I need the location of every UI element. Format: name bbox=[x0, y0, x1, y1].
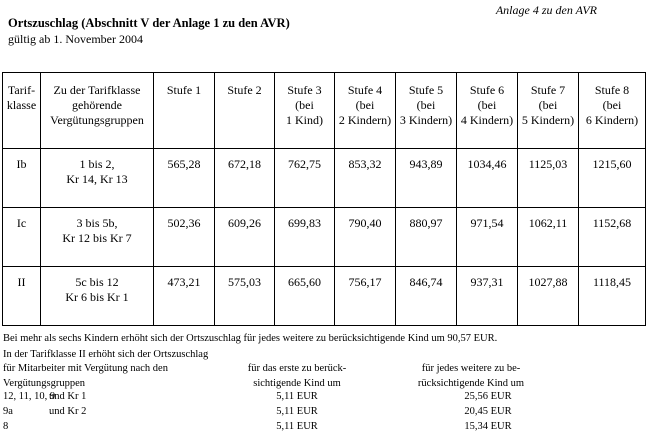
value-cell: 943,89 bbox=[395, 148, 457, 208]
col-header-stufe-5: Stufe 5 (bei 3 Kindern) bbox=[395, 72, 457, 149]
kr-label: und Kr 2 bbox=[49, 406, 87, 417]
value-cell: 762,75 bbox=[274, 148, 335, 208]
footnote-tarifklasse-ii: In der Tarifklasse II erhöht sich der Or… bbox=[3, 349, 209, 360]
verguetungsgruppen-cell: 1 bis 2, Kr 14, Kr 13 bbox=[40, 148, 154, 208]
col-header-tarifklasse: Tarif- klasse bbox=[2, 72, 41, 149]
further-child-amount: 20,45 EUR bbox=[464, 406, 512, 417]
value-cell: 853,32 bbox=[334, 148, 396, 208]
verguetungsgruppe-label: 9a bbox=[3, 406, 13, 417]
value-cell: 971,54 bbox=[456, 207, 518, 267]
value-cell: 575,03 bbox=[214, 266, 275, 326]
verguetungsgruppe-label: 8 bbox=[3, 421, 9, 432]
footnote-col-header-first-child: für das erste zu berück- sichtigende Kin… bbox=[247, 363, 347, 389]
first-child-amount: 5,11 EUR bbox=[276, 391, 318, 402]
tarifklasse-cell: Ic bbox=[2, 207, 41, 267]
table-row-ii: II 5c bis 12 Kr 6 bis Kr 1 473,21 575,03… bbox=[2, 266, 646, 326]
value-cell: 1152,68 bbox=[578, 207, 646, 267]
table-row-ib: Ib 1 bis 2, Kr 14, Kr 13 565,28 672,18 7… bbox=[2, 148, 646, 208]
value-cell: 665,60 bbox=[274, 266, 335, 326]
value-cell: 1062,11 bbox=[517, 207, 579, 267]
first-child-amount: 5,11 EUR bbox=[276, 406, 318, 417]
col-header-stufe-1: Stufe 1 bbox=[153, 72, 215, 149]
value-cell: 880,97 bbox=[395, 207, 457, 267]
col-header-stufe-2: Stufe 2 bbox=[214, 72, 275, 149]
further-child-amount: 25,56 EUR bbox=[464, 391, 512, 402]
verguetungsgruppen-cell: 5c bis 12 Kr 6 bis Kr 1 bbox=[40, 266, 154, 326]
footnote-row: 12, 11, 10, 9und Kr 1 bbox=[3, 389, 86, 404]
value-cell: 672,18 bbox=[214, 148, 275, 208]
col-header-stufe-3: Stufe 3 (bei 1 Kind) bbox=[274, 72, 335, 149]
footnote-row: 9a und Kr 2 bbox=[3, 404, 86, 419]
footnote-row: 8 bbox=[3, 419, 49, 434]
footnote-col-header-groups: für Mitarbeiter mit Vergütung nach den V… bbox=[3, 363, 168, 389]
value-cell: 1125,03 bbox=[517, 148, 579, 208]
value-cell: 502,36 bbox=[153, 207, 215, 267]
tarifklasse-cell: Ib bbox=[2, 148, 41, 208]
value-cell: 699,83 bbox=[274, 207, 335, 267]
first-child-amount: 5,11 EUR bbox=[276, 421, 318, 432]
verguetungsgruppen-cell: 3 bis 5b, Kr 12 bis Kr 7 bbox=[40, 207, 154, 267]
footnote-col-header-further-children: für jedes weitere zu be- rücksichtigende… bbox=[417, 363, 525, 389]
further-child-amount: 15,34 EUR bbox=[464, 421, 512, 432]
table-header-row: Tarif- klasse Zu der Tarifklasse gehören… bbox=[2, 72, 646, 149]
value-cell: 790,40 bbox=[334, 207, 396, 267]
value-cell: 1027,88 bbox=[517, 266, 579, 326]
col-header-stufe-8: Stufe 8 (bei 6 Kindern) bbox=[578, 72, 646, 149]
value-cell: 1118,45 bbox=[578, 266, 646, 326]
tarifklasse-cell: II bbox=[2, 266, 41, 326]
value-cell: 937,31 bbox=[456, 266, 518, 326]
value-cell: 565,28 bbox=[153, 148, 215, 208]
table-row-ic: Ic 3 bis 5b, Kr 12 bis Kr 7 502,36 609,2… bbox=[2, 207, 646, 267]
verguetungsgruppe-label: 12, 11, 10, 9 bbox=[3, 391, 56, 402]
value-cell: 473,21 bbox=[153, 266, 215, 326]
col-header-stufe-7: Stufe 7 (bei 5 Kindern) bbox=[517, 72, 579, 149]
value-cell: 609,26 bbox=[214, 207, 275, 267]
col-header-stufe-6: Stufe 6 (bei 4 Kindern) bbox=[456, 72, 518, 149]
value-cell: 756,17 bbox=[334, 266, 396, 326]
page-title: Ortszuschlag (Abschnitt V der Anlage 1 z… bbox=[8, 16, 290, 30]
kr-label: und Kr 1 bbox=[49, 391, 87, 402]
corner-note: Anlage 4 zu den AVR bbox=[495, 3, 597, 17]
ortszuschlag-table: Tarif- klasse Zu der Tarifklasse gehören… bbox=[2, 72, 646, 326]
value-cell: 1034,46 bbox=[456, 148, 518, 208]
value-cell: 1215,60 bbox=[578, 148, 646, 208]
footnote-more-children: Bei mehr als sechs Kindern erhöht sich d… bbox=[3, 333, 498, 344]
valid-from-date: gültig ab 1. November 2004 bbox=[8, 32, 143, 46]
col-header-verguetungsgruppen: Zu der Tarifklasse gehörende Vergütungsg… bbox=[40, 72, 154, 149]
col-header-stufe-4: Stufe 4 (bei 2 Kindern) bbox=[334, 72, 396, 149]
value-cell: 846,74 bbox=[395, 266, 457, 326]
